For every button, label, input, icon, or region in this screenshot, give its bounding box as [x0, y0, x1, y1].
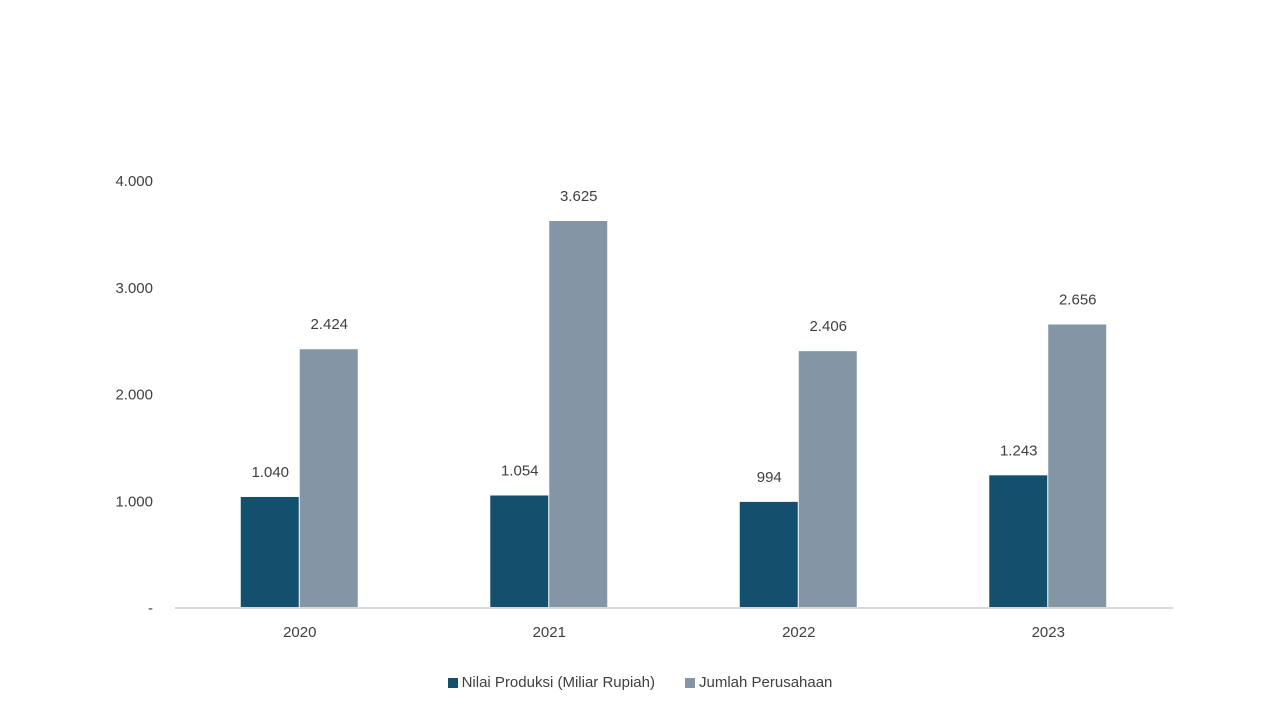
legend-swatch-nilai-produksi: [447, 677, 458, 688]
bar: [989, 475, 1048, 608]
y-tick-label: 3.000: [115, 280, 153, 297]
y-tick-label: 1.000: [115, 493, 153, 510]
data-label: 3.625: [560, 188, 598, 205]
data-label: 2.656: [1059, 291, 1097, 308]
bar: [490, 495, 549, 608]
legend-item-nilai-produksi: Nilai Produksi (Miliar Rupiah): [447, 674, 655, 691]
legend-item-jumlah-perusahaan: Jumlah Perusahaan: [684, 674, 833, 691]
data-label: 1.040: [251, 464, 289, 481]
x-tick-label: 2021: [533, 624, 566, 641]
data-label: 2.406: [809, 318, 847, 335]
data-label: 994: [757, 469, 782, 486]
x-tick-label: 2022: [782, 624, 815, 641]
legend-label-nilai-produksi: Nilai Produksi (Miliar Rupiah): [461, 674, 655, 691]
legend: Nilai Produksi (Miliar Rupiah) Jumlah Pe…: [0, 674, 1280, 691]
bar: [549, 221, 608, 608]
y-tick-label: 2.000: [115, 387, 153, 404]
x-tick-label: 2020: [283, 624, 316, 641]
bar: [1048, 324, 1107, 608]
legend-label-jumlah-perusahaan: Jumlah Perusahaan: [698, 674, 833, 691]
y-tick-label: 4.000: [115, 173, 153, 190]
data-label: 1.243: [1000, 442, 1038, 459]
bar: [299, 349, 358, 608]
bar: [739, 501, 798, 608]
x-tick-label: 2023: [1032, 624, 1065, 641]
bar: [240, 496, 299, 608]
bar: [798, 351, 857, 608]
y-tick-label: -: [148, 600, 153, 617]
legend-swatch-jumlah-perusahaan: [684, 677, 695, 688]
data-label: 2.424: [310, 316, 348, 333]
data-label: 1.054: [501, 462, 539, 479]
